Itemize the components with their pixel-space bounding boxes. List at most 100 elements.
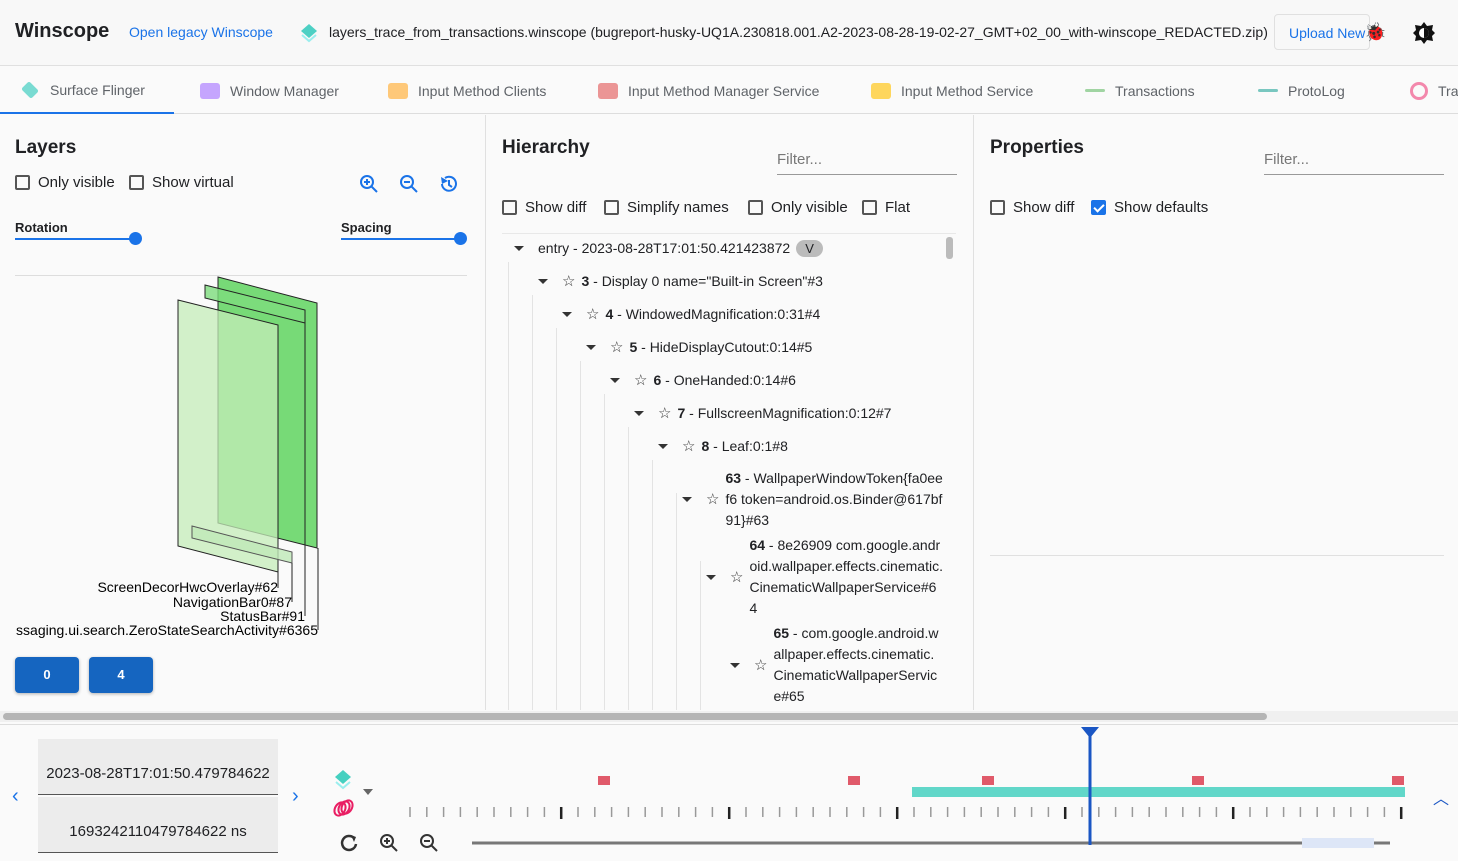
collapse-arrow-icon[interactable] [682, 496, 692, 502]
checkbox-label: Flat [885, 199, 911, 216]
rotation-slider-track[interactable] [15, 238, 135, 240]
star-icon[interactable]: ☆ [706, 491, 720, 508]
tab-tra[interactable]: Tra [1390, 67, 1458, 114]
tree-node[interactable]: ☆ 65 - com.google.android.wallpaper.effec… [730, 623, 944, 707]
layer-leader-lines [277, 323, 319, 630]
timeline-range-selection-marker[interactable] [1302, 838, 1374, 848]
transaction-entry-marker[interactable] [982, 776, 994, 785]
trace-selector-dropdown-icon[interactable] [363, 789, 373, 795]
display-button-4[interactable]: 4 [89, 657, 153, 693]
collapse-arrow-icon[interactable] [562, 311, 572, 317]
node-id: 7 [677, 404, 686, 421]
zoom-in-icon[interactable] [379, 833, 399, 853]
checkbox-box[interactable] [748, 200, 763, 215]
layers-3d-view[interactable]: ScreenDecorHwcOverlay#62 NavigationBar0#… [0, 0, 486, 700]
checkbox-box[interactable] [1091, 200, 1106, 215]
expand-timeline-button[interactable]: ︿ [1433, 791, 1450, 808]
brightness-icon[interactable] [1412, 21, 1436, 45]
tree-node[interactable]: ☆ 7 - FullscreenMagnification:0:12#7 [634, 401, 944, 425]
checkbox-box[interactable] [990, 200, 1005, 215]
tree-node[interactable]: ☆ 4 - WindowedMagnification:0:31#4 [562, 302, 944, 326]
collapse-arrow-icon[interactable] [610, 377, 620, 383]
layers-entries-marker[interactable] [912, 787, 1405, 797]
reset-zoom-icon[interactable] [339, 833, 359, 853]
tab-transactions[interactable]: Transactions [1065, 67, 1215, 114]
timestamp-input[interactable]: 2023-08-28T17:01:50.479784622 [38, 739, 278, 795]
tree-node[interactable]: ☆ 64 - 8e26909 com.google.android.wallpap… [706, 535, 944, 619]
tab-window-manager[interactable]: Window Manager [180, 67, 359, 114]
collapse-arrow-icon[interactable] [514, 245, 524, 251]
only-visible-checkbox[interactable]: Only visible [748, 199, 848, 216]
simplify-names-checkbox[interactable]: Simplify names [604, 199, 729, 216]
layers-trace-icon[interactable] [333, 769, 353, 791]
flat-checkbox[interactable]: Flat [862, 199, 910, 216]
tree-node[interactable]: ☆ 5 - HideDisplayCutout:0:14#5 [586, 335, 944, 359]
zoom-out-icon[interactable] [399, 174, 419, 194]
timeline-canvas[interactable] [0, 725, 1458, 861]
checkbox-box[interactable] [129, 175, 144, 190]
star-icon[interactable]: ☆ [610, 339, 624, 356]
collapse-arrow-icon[interactable] [658, 443, 668, 449]
tree-scrollbar-thumb[interactable] [946, 237, 953, 259]
tree-node-label: 3 - Display 0 name="Built-in Screen"#3 [581, 271, 822, 292]
hierarchy-filter-input[interactable]: Filter... [777, 151, 957, 175]
prev-entry-button[interactable]: ‹ [12, 785, 19, 807]
tab-input-method-manager-service[interactable]: Input Method Manager Service [578, 67, 839, 114]
spacing-slider-track[interactable] [341, 238, 461, 240]
timestamp-ns-input[interactable]: 1693242110479784622 ns [38, 797, 278, 853]
transaction-entry-marker[interactable] [1392, 776, 1404, 785]
checkbox-box[interactable] [15, 175, 30, 190]
transaction-entry-marker[interactable] [598, 776, 610, 785]
collapse-arrow-icon[interactable] [586, 344, 596, 350]
collapse-arrow-icon[interactable] [730, 662, 740, 668]
node-id: entry [538, 239, 570, 256]
star-icon[interactable]: ☆ [634, 372, 648, 389]
tab-protolog[interactable]: ProtoLog [1238, 67, 1365, 114]
spacing-slider-thumb[interactable] [454, 232, 467, 245]
checkbox-box[interactable] [862, 200, 877, 215]
star-icon[interactable]: ☆ [658, 405, 672, 422]
show-virtual-checkbox[interactable]: Show virtual [129, 174, 234, 191]
star-icon[interactable]: ☆ [562, 273, 576, 290]
rotation-slider-thumb[interactable] [129, 232, 142, 245]
upload-new-button[interactable]: Upload New [1274, 14, 1370, 50]
tree-node[interactable]: ☆ 63 - WallpaperWindowToken{fa0eef6 token… [682, 467, 944, 531]
transaction-entry-marker[interactable] [1192, 776, 1204, 785]
checkbox-box[interactable] [604, 200, 619, 215]
collapse-arrow-icon[interactable] [634, 410, 644, 416]
open-legacy-link[interactable]: Open legacy Winscope [129, 24, 273, 40]
timeline-cursor-handle-marker[interactable] [1081, 727, 1099, 738]
tab-label: Input Method Clients [418, 82, 547, 99]
zoom-out-icon[interactable] [419, 833, 439, 853]
transactions-trace-icon[interactable] [332, 797, 354, 819]
tree-node-label: 65 - com.google.android.wallpaper.effect… [773, 623, 944, 707]
tab-input-method-clients[interactable]: Input Method Clients [368, 67, 566, 114]
star-icon[interactable]: ☆ [730, 569, 744, 586]
show-defaults-checkbox[interactable]: Show defaults [1091, 199, 1208, 216]
transaction-entry-marker[interactable] [848, 776, 860, 785]
tree-node[interactable]: ☆ 3 - Display 0 name="Built-in Screen"#3 [538, 269, 944, 293]
bug-icon[interactable]: 🐞 [1364, 22, 1387, 42]
display-button-0[interactable]: 0 [15, 657, 79, 693]
tree-node[interactable]: ☆ 6 - OneHanded:0:14#6 [610, 368, 944, 392]
reset-view-icon[interactable] [438, 173, 460, 195]
tree-guide-line [604, 394, 605, 710]
star-icon[interactable]: ☆ [586, 306, 600, 323]
only-visible-checkbox[interactable]: Only visible [15, 174, 115, 191]
show-diff-checkbox[interactable]: Show diff [502, 199, 586, 216]
tab-input-method-service[interactable]: Input Method Service [851, 67, 1053, 114]
tree-node[interactable]: entry - 2023-08-28T17:01:50.421423872 V [514, 236, 944, 260]
horizontal-scrollbar-thumb[interactable] [3, 713, 1267, 720]
tab-surface-flinger[interactable]: Surface Flinger [0, 67, 174, 114]
zoom-in-icon[interactable] [359, 174, 379, 194]
horizontal-scrollbar[interactable] [0, 711, 1458, 722]
collapse-arrow-icon[interactable] [706, 574, 716, 580]
next-entry-button[interactable]: › [292, 785, 299, 807]
star-icon[interactable]: ☆ [754, 657, 768, 674]
properties-filter-input[interactable]: Filter... [1264, 151, 1444, 175]
tree-node[interactable]: ☆ 8 - Leaf:0:1#8 [658, 434, 944, 458]
checkbox-box[interactable] [502, 200, 517, 215]
star-icon[interactable]: ☆ [682, 438, 696, 455]
collapse-arrow-icon[interactable] [538, 278, 548, 284]
show-diff-checkbox[interactable]: Show diff [990, 199, 1074, 216]
